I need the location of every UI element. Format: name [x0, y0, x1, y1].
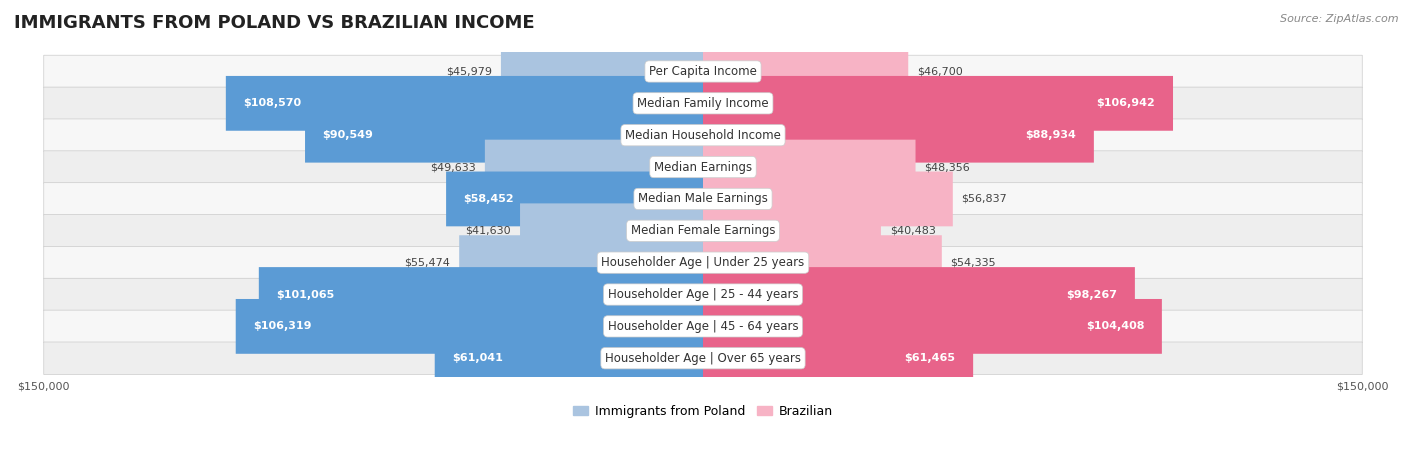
Text: $61,465: $61,465 — [904, 353, 956, 363]
FancyBboxPatch shape — [44, 87, 1362, 120]
Legend: Immigrants from Poland, Brazilian: Immigrants from Poland, Brazilian — [568, 400, 838, 423]
FancyBboxPatch shape — [44, 151, 1362, 184]
FancyBboxPatch shape — [703, 235, 942, 290]
FancyBboxPatch shape — [703, 140, 915, 194]
Text: $48,356: $48,356 — [924, 162, 970, 172]
Text: $104,408: $104,408 — [1085, 321, 1144, 332]
FancyBboxPatch shape — [44, 214, 1362, 247]
Text: Median Female Earnings: Median Female Earnings — [631, 224, 775, 237]
Text: Median Earnings: Median Earnings — [654, 161, 752, 174]
FancyBboxPatch shape — [460, 235, 703, 290]
Text: Householder Age | 45 - 64 years: Householder Age | 45 - 64 years — [607, 320, 799, 333]
Text: $41,630: $41,630 — [465, 226, 512, 236]
FancyBboxPatch shape — [44, 278, 1362, 311]
FancyBboxPatch shape — [44, 310, 1362, 343]
FancyBboxPatch shape — [226, 76, 703, 131]
Text: $56,837: $56,837 — [962, 194, 1007, 204]
FancyBboxPatch shape — [703, 267, 1135, 322]
Text: Median Household Income: Median Household Income — [626, 129, 780, 142]
Text: $88,934: $88,934 — [1025, 130, 1076, 140]
Text: $58,452: $58,452 — [464, 194, 515, 204]
Text: $98,267: $98,267 — [1066, 290, 1118, 299]
Text: Per Capita Income: Per Capita Income — [650, 65, 756, 78]
Text: $106,319: $106,319 — [253, 321, 312, 332]
FancyBboxPatch shape — [434, 331, 703, 386]
Text: $90,549: $90,549 — [322, 130, 374, 140]
FancyBboxPatch shape — [520, 204, 703, 258]
Text: Source: ZipAtlas.com: Source: ZipAtlas.com — [1281, 14, 1399, 24]
Text: $46,700: $46,700 — [917, 66, 963, 77]
FancyBboxPatch shape — [703, 44, 908, 99]
Text: $49,633: $49,633 — [430, 162, 477, 172]
FancyBboxPatch shape — [703, 331, 973, 386]
Text: Householder Age | Over 65 years: Householder Age | Over 65 years — [605, 352, 801, 365]
FancyBboxPatch shape — [703, 204, 882, 258]
FancyBboxPatch shape — [44, 55, 1362, 88]
Text: $54,335: $54,335 — [950, 258, 997, 268]
Text: IMMIGRANTS FROM POLAND VS BRAZILIAN INCOME: IMMIGRANTS FROM POLAND VS BRAZILIAN INCO… — [14, 14, 534, 32]
FancyBboxPatch shape — [259, 267, 703, 322]
FancyBboxPatch shape — [44, 342, 1362, 375]
FancyBboxPatch shape — [703, 171, 953, 226]
Text: Median Family Income: Median Family Income — [637, 97, 769, 110]
Text: $106,942: $106,942 — [1097, 99, 1156, 108]
Text: Householder Age | Under 25 years: Householder Age | Under 25 years — [602, 256, 804, 269]
Text: Householder Age | 25 - 44 years: Householder Age | 25 - 44 years — [607, 288, 799, 301]
Text: Median Male Earnings: Median Male Earnings — [638, 192, 768, 205]
FancyBboxPatch shape — [703, 76, 1173, 131]
FancyBboxPatch shape — [501, 44, 703, 99]
FancyBboxPatch shape — [236, 299, 703, 354]
FancyBboxPatch shape — [485, 140, 703, 194]
Text: $61,041: $61,041 — [453, 353, 503, 363]
FancyBboxPatch shape — [703, 108, 1094, 163]
Text: $101,065: $101,065 — [277, 290, 335, 299]
Text: $45,979: $45,979 — [446, 66, 492, 77]
Text: $40,483: $40,483 — [890, 226, 935, 236]
FancyBboxPatch shape — [44, 183, 1362, 215]
FancyBboxPatch shape — [44, 119, 1362, 151]
FancyBboxPatch shape — [44, 247, 1362, 279]
FancyBboxPatch shape — [446, 171, 703, 226]
Text: $55,474: $55,474 — [405, 258, 450, 268]
FancyBboxPatch shape — [305, 108, 703, 163]
Text: $108,570: $108,570 — [243, 99, 301, 108]
FancyBboxPatch shape — [703, 299, 1161, 354]
